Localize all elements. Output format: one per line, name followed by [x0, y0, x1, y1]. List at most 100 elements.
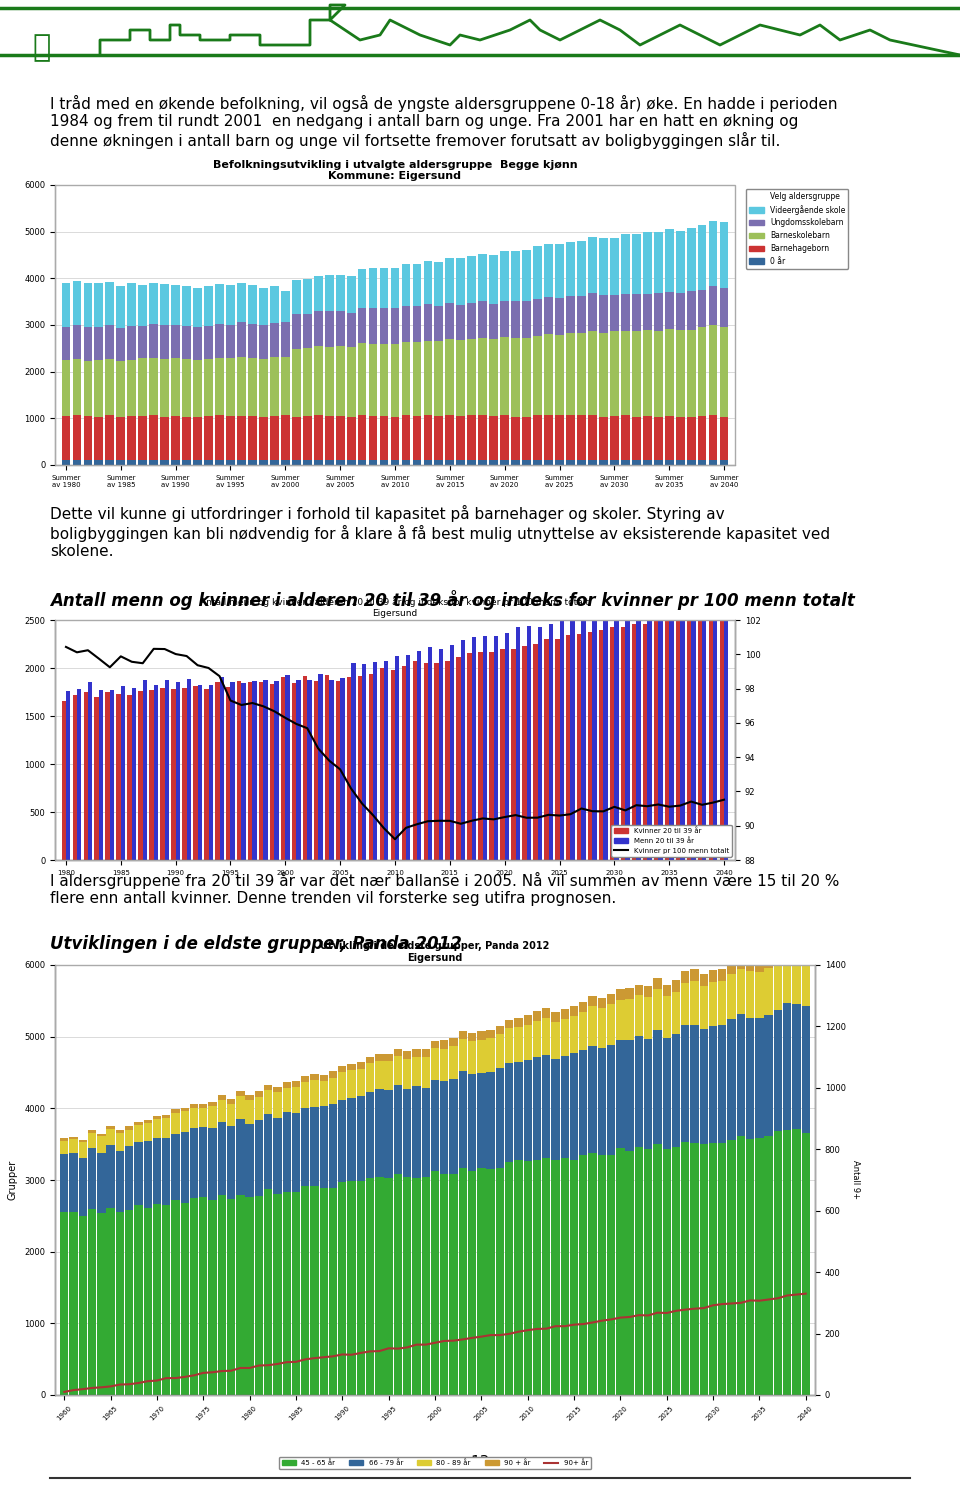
Bar: [329, 679, 333, 860]
Bar: [153, 1116, 161, 1119]
Text: I aldersgruppene fra 20 til 39 år var det nær ballanse i 2005. Nå vil summen av : I aldersgruppene fra 20 til 39 år var de…: [50, 872, 839, 906]
Bar: [566, 333, 575, 415]
Bar: [522, 461, 531, 465]
Bar: [579, 1012, 588, 1049]
Bar: [66, 691, 70, 860]
Bar: [665, 229, 674, 293]
Bar: [138, 285, 147, 325]
Bar: [198, 685, 202, 860]
Bar: [746, 1018, 755, 1140]
Bar: [375, 1061, 384, 1089]
Bar: [248, 682, 252, 860]
Bar: [171, 1199, 180, 1395]
Bar: [314, 461, 323, 465]
90+ år (line): [59, 1383, 70, 1401]
Bar: [385, 1089, 393, 1178]
Bar: [478, 302, 487, 337]
Bar: [607, 994, 615, 1005]
Bar: [227, 325, 235, 358]
Bar: [533, 336, 542, 415]
Bar: [128, 416, 136, 461]
Bar: [579, 1049, 588, 1155]
Bar: [621, 294, 630, 331]
Bar: [324, 275, 333, 311]
Bar: [456, 461, 466, 465]
Bar: [281, 322, 290, 357]
Bar: [421, 1049, 430, 1057]
Bar: [99, 690, 104, 860]
Bar: [421, 1088, 430, 1177]
Bar: [369, 416, 377, 461]
Bar: [138, 325, 147, 358]
Bar: [588, 461, 597, 465]
Bar: [665, 293, 674, 330]
Bar: [616, 1149, 625, 1395]
Bar: [676, 416, 684, 461]
Bar: [423, 663, 428, 860]
Bar: [515, 1062, 522, 1161]
Bar: [154, 685, 158, 860]
Bar: [292, 461, 300, 465]
Bar: [672, 1147, 680, 1395]
Bar: [150, 415, 158, 461]
Bar: [635, 1147, 643, 1395]
Bar: [662, 997, 671, 1039]
Bar: [208, 1106, 217, 1128]
Bar: [218, 1195, 226, 1395]
Bar: [128, 461, 136, 465]
Bar: [445, 257, 454, 303]
Bar: [544, 334, 553, 415]
Bar: [242, 684, 246, 860]
Bar: [653, 1030, 661, 1144]
90+ år (line): [467, 1328, 478, 1346]
Bar: [610, 627, 614, 860]
Bar: [555, 461, 564, 465]
Bar: [566, 635, 570, 860]
Bar: [302, 416, 312, 461]
Bar: [347, 418, 355, 461]
Bar: [274, 1092, 281, 1117]
Bar: [116, 1134, 124, 1150]
Bar: [193, 685, 198, 860]
Bar: [394, 1055, 402, 1085]
Bar: [60, 1141, 68, 1155]
Bar: [375, 1054, 384, 1061]
Bar: [607, 1155, 615, 1395]
Bar: [698, 290, 707, 327]
Bar: [681, 1025, 689, 1143]
Bar: [632, 624, 636, 860]
Bar: [676, 293, 684, 330]
Bar: [180, 1202, 189, 1395]
Bar: [358, 415, 367, 461]
Bar: [544, 639, 548, 860]
90+ år (line): [800, 1285, 811, 1303]
Bar: [544, 244, 553, 297]
Bar: [412, 1049, 420, 1057]
Bar: [533, 461, 542, 465]
Bar: [527, 626, 531, 860]
Bar: [449, 1046, 458, 1079]
Bar: [125, 1129, 133, 1146]
Bar: [708, 614, 713, 860]
Bar: [134, 1125, 143, 1141]
Bar: [259, 325, 268, 358]
Bar: [445, 303, 454, 339]
Bar: [301, 1186, 309, 1395]
Bar: [570, 1161, 578, 1395]
Bar: [669, 597, 674, 860]
Bar: [551, 1060, 560, 1161]
Bar: [69, 1153, 78, 1213]
Bar: [522, 646, 527, 860]
Bar: [551, 1161, 560, 1395]
Bar: [182, 688, 186, 860]
Bar: [366, 1092, 374, 1178]
Bar: [320, 1106, 328, 1187]
Bar: [505, 1062, 514, 1162]
Bar: [522, 339, 531, 416]
Bar: [366, 1178, 374, 1395]
Bar: [477, 1031, 486, 1040]
Bar: [698, 615, 702, 860]
Bar: [533, 299, 542, 336]
Bar: [500, 415, 509, 461]
Bar: [246, 1100, 253, 1123]
